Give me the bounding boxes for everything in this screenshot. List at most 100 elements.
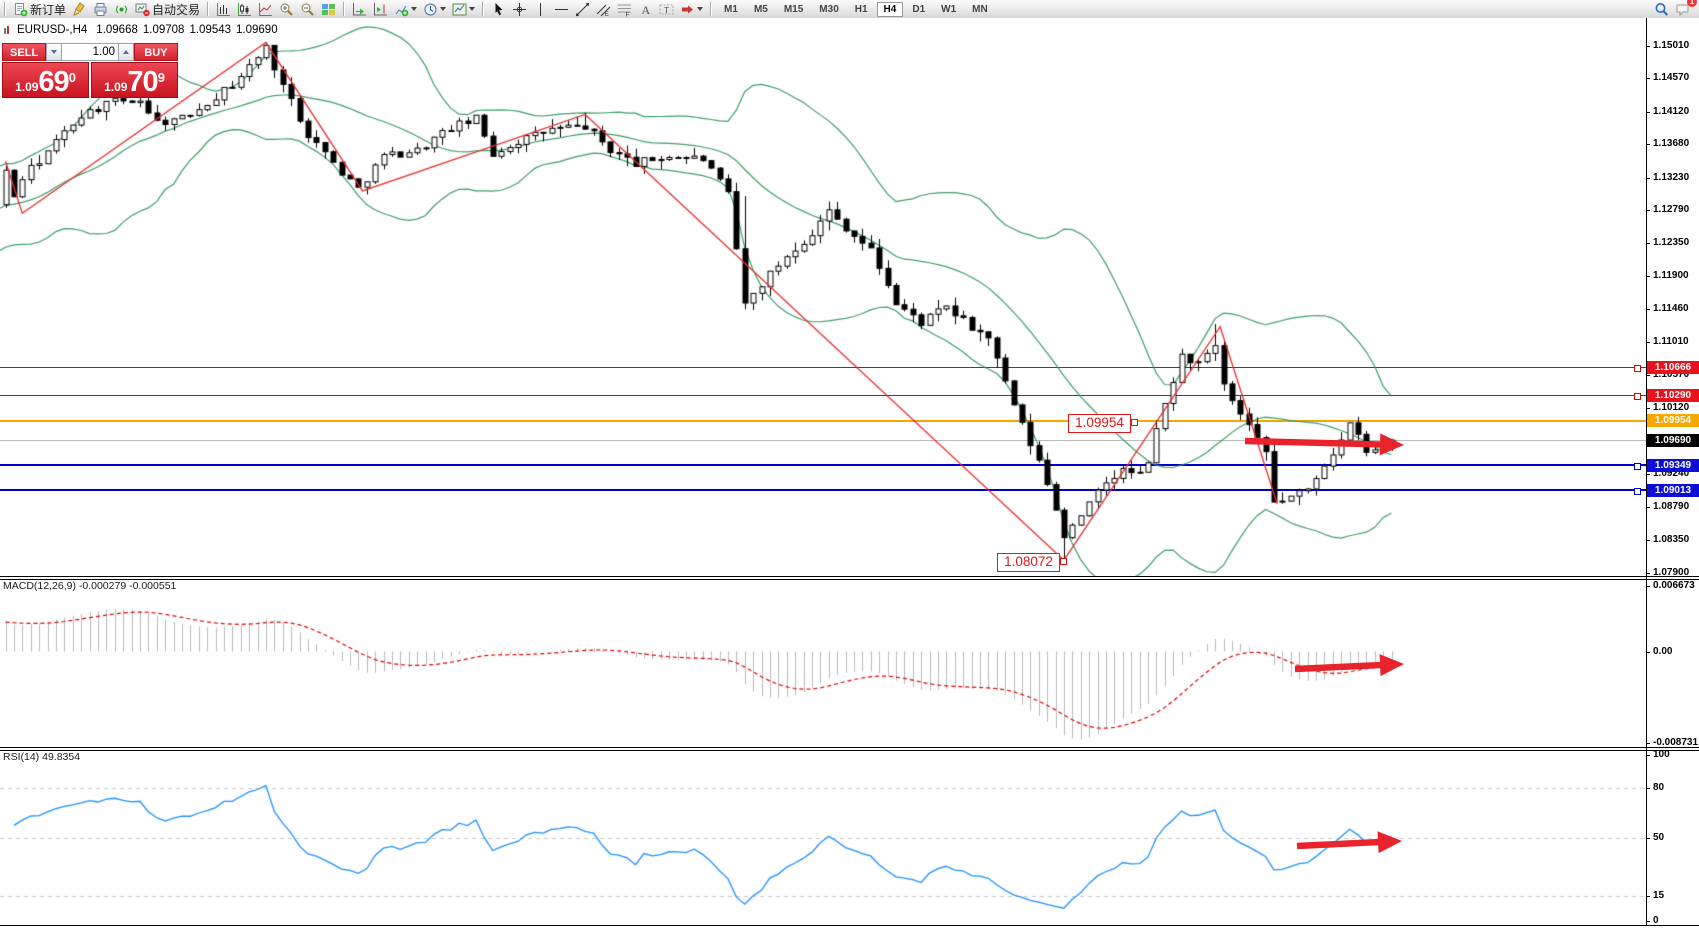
sell-price-display[interactable]: 1.09 69 0 [2,62,89,98]
macd-axis-tick [1646,742,1650,744]
buy-button[interactable]: BUY [133,43,178,61]
tile-icon [321,2,336,17]
price-line-handle[interactable] [1634,462,1641,470]
price-line-handle[interactable] [1634,487,1641,495]
price-axis-label: 1.09240 [1653,467,1690,479]
price-axis-label: 1.13230 [1653,171,1690,183]
price-axis-label: 1.08790 [1653,500,1690,512]
autotrade-button[interactable]: 自动交易 [133,1,202,17]
price-axis-tick [1646,111,1650,113]
buy-price-big: 70 [127,66,158,98]
symbol-period-label: EURUSD-,H4 [17,24,88,36]
rsi-axis-tick [1646,895,1650,897]
buy-price-display[interactable]: 1.09 70 9 [91,62,178,98]
price-axis-line [1646,18,1647,925]
template-button[interactable] [450,1,477,17]
price-axis-tick [1646,210,1650,212]
price-annotation[interactable]: 1.09954 [1068,414,1131,433]
cursor-tool[interactable] [489,1,508,17]
notification-badge: 1 [1687,0,1697,7]
timeframe-h1[interactable]: H1 [854,3,868,15]
zoomin-icon [279,2,294,17]
one-click-trading-panel: SELL BUY 1.09 69 0 1.09 70 9 [2,43,178,98]
search-button[interactable] [1652,1,1671,17]
timeframe-w1[interactable]: W1 [941,3,957,15]
zoom-in-button[interactable] [277,1,296,17]
timeframe-m30[interactable]: M30 [819,3,839,15]
signal-icon [114,2,129,17]
signal-button[interactable] [112,1,131,17]
rsi-panel-separator[interactable] [0,747,1699,751]
macd-axis-tick [1646,651,1650,653]
zoom-out-button[interactable] [298,1,317,17]
volume-increase-button[interactable] [118,43,134,61]
timeframe-h4[interactable]: H4 [876,1,904,17]
price-axis-tick [1646,276,1650,278]
notifications-button[interactable]: 1 [1673,0,1697,17]
price-tag-1.09349: 1.09349 [1647,458,1699,472]
macd-axis-label: 0.006673 [1653,579,1695,591]
chart-shift-button[interactable] [371,1,390,17]
rsi-label: RSI(14) 49.8354 [3,751,81,763]
arrows-tool[interactable] [678,1,705,17]
tile-windows-button[interactable] [319,1,338,17]
annotation-anchor [1131,419,1138,426]
quote-low: 1.09543 [189,24,232,36]
horizontal-line-tool[interactable] [552,1,571,17]
macd-label: MACD(12,26,9) -0.000279 -0.000551 [3,580,177,592]
auto-scroll-button[interactable] [350,1,369,17]
print-button[interactable] [91,1,110,17]
macd-panel-separator[interactable] [0,576,1699,580]
price-axis-label: 1.13680 [1653,138,1690,150]
timeframe-m1[interactable]: M1 [724,3,738,15]
sell-button[interactable]: SELL [2,43,47,61]
macd-axis-label: -0.008731 [1653,736,1699,748]
price-tag-1.10290: 1.10290 [1647,389,1699,403]
price-line-handle[interactable] [1634,393,1641,401]
price-chart-canvas[interactable] [0,18,1699,942]
shift-icon [373,2,388,17]
new-order-button[interactable]: 新订单 [11,1,68,17]
timeframe-mn[interactable]: MN [972,3,988,15]
autoscroll-icon [352,2,367,17]
rsi-axis-label: 15 [1653,889,1665,901]
price-axis-tick [1646,177,1650,179]
price-annotation[interactable]: 1.08072 [997,553,1060,572]
candlestick-chart-button[interactable] [235,1,254,17]
text-label-tool[interactable]: T [657,1,676,17]
zoomout-icon [300,2,315,17]
arrowtool-icon [680,2,695,17]
price-axis-label: 1.11900 [1653,270,1689,282]
channel-tool[interactable]: E [594,1,613,17]
toolbar-separator [4,2,6,16]
line-chart-button[interactable] [256,1,275,17]
rsi-axis-tick [1646,754,1650,756]
dropdown-caret-icon [469,7,476,11]
period-clock-button[interactable] [421,1,448,17]
volume-decrease-button[interactable] [46,43,62,61]
trendline-tool[interactable] [573,1,592,17]
fibonacci-tool[interactable]: F [615,1,634,17]
timeframe-d1[interactable]: D1 [912,3,926,15]
timeframe-m5[interactable]: M5 [753,3,768,15]
vertical-line-tool[interactable] [531,1,550,17]
buy-price-handle: 1.09 [104,80,128,94]
buy-price-pip: 9 [157,70,165,85]
text-tool[interactable]: A [636,1,655,17]
toolbar-separator [710,2,713,16]
trend-icon [575,2,590,17]
price-line-handle[interactable] [1634,365,1641,373]
chart-title: EURUSD-,H4 1.09668 1.09708 1.09543 1.096… [4,24,278,36]
add-indicator-button[interactable] [392,1,419,17]
price-tag-1.09690: 1.09690 [1647,433,1699,447]
annotation-anchor [1060,558,1067,565]
price-axis-label: 1.12350 [1653,236,1690,248]
price-axis-label: 1.08350 [1653,533,1690,545]
timeframe-m15[interactable]: M15 [783,3,804,15]
crosshair-tool[interactable] [510,1,529,17]
price-axis-tick [1646,45,1650,47]
volume-input[interactable] [62,43,118,61]
eraser-button[interactable] [70,1,89,17]
price-axis-label: 1.10120 [1653,402,1690,414]
bar-chart-button[interactable] [214,1,233,17]
